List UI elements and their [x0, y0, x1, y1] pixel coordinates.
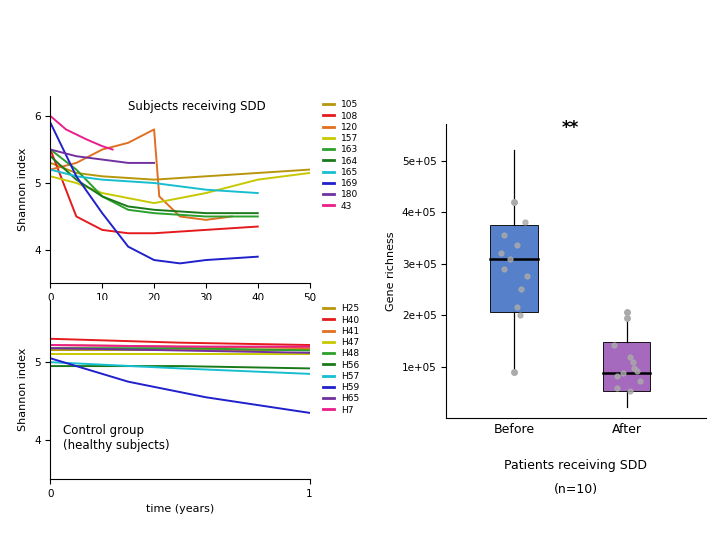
X-axis label: time (days): time (days) [148, 309, 212, 319]
Text: Buelow, E. et al. Microbiome 5, 88 (2017), Ruppé, E. et al. bioRxiv
196014 (2017: Buelow, E. et al. Microbiome 5, 88 (2017… [7, 503, 305, 524]
X-axis label: time (years): time (years) [146, 504, 214, 515]
Y-axis label: Shannon index: Shannon index [19, 348, 29, 431]
Text: (n=10): (n=10) [554, 483, 598, 496]
Legend: 105, 108, 120, 157, 163, 164, 165, 169, 180, 43: 105, 108, 120, 157, 163, 164, 165, 169, … [319, 97, 362, 214]
Text: **: ** [562, 119, 579, 137]
Text: 18: 18 [690, 507, 713, 525]
Bar [490, 225, 538, 313]
Text: Subjects receiving SDD: Subjects receiving SDD [128, 100, 266, 113]
Bar [603, 342, 650, 392]
Text: Control group
(healthy subjects): Control group (healthy subjects) [63, 424, 170, 453]
Legend: H25, H40, H41, H47, H48, H56, H57, H59, H65, H7: H25, H40, H41, H47, H48, H56, H57, H59, … [319, 301, 363, 418]
Y-axis label: Shannon index: Shannon index [19, 148, 29, 231]
Y-axis label: Gene richness: Gene richness [387, 232, 397, 311]
Text: Selective digestive decontamination (SDD) affects the
composition of the intesti: Selective digestive decontamination (SDD… [94, 21, 626, 63]
Text: Patients receiving SDD: Patients receiving SDD [505, 459, 647, 472]
